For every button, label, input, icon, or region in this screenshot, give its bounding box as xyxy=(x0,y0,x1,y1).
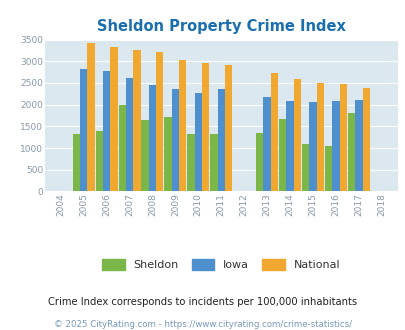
Bar xyxy=(347,113,354,191)
Bar xyxy=(110,47,117,191)
Bar xyxy=(194,93,202,191)
Bar xyxy=(179,59,186,191)
Bar xyxy=(102,71,110,191)
Bar xyxy=(118,105,126,191)
Bar xyxy=(126,78,133,191)
Bar xyxy=(80,69,87,191)
Bar xyxy=(263,97,270,191)
Bar xyxy=(354,100,362,191)
Bar xyxy=(148,85,156,191)
Title: Sheldon Property Crime Index: Sheldon Property Crime Index xyxy=(97,19,345,34)
Bar xyxy=(210,134,217,191)
Bar xyxy=(362,88,369,191)
Bar xyxy=(72,134,80,191)
Bar xyxy=(171,89,179,191)
Bar xyxy=(217,89,224,191)
Bar xyxy=(164,117,171,191)
Bar xyxy=(331,101,339,191)
Bar xyxy=(256,133,263,191)
Legend: Sheldon, Iowa, National: Sheldon, Iowa, National xyxy=(98,255,344,275)
Bar xyxy=(224,65,232,191)
Bar xyxy=(293,79,301,191)
Bar xyxy=(187,134,194,191)
Bar xyxy=(141,120,148,191)
Bar xyxy=(309,103,316,191)
Bar xyxy=(324,146,331,191)
Bar xyxy=(95,131,102,191)
Bar xyxy=(270,73,277,191)
Text: Crime Index corresponds to incidents per 100,000 inhabitants: Crime Index corresponds to incidents per… xyxy=(48,297,357,307)
Bar xyxy=(316,83,323,191)
Text: © 2025 CityRating.com - https://www.cityrating.com/crime-statistics/: © 2025 CityRating.com - https://www.city… xyxy=(54,320,351,329)
Bar xyxy=(278,118,286,191)
Bar xyxy=(202,63,209,191)
Bar xyxy=(339,84,346,191)
Bar xyxy=(286,101,293,191)
Bar xyxy=(156,52,163,191)
Bar xyxy=(87,43,94,191)
Bar xyxy=(133,50,140,191)
Bar xyxy=(301,144,309,191)
